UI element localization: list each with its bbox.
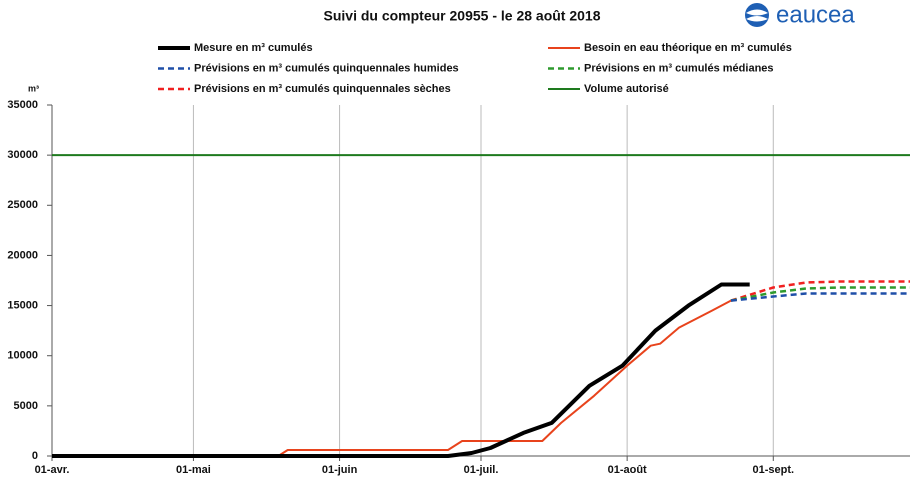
x-tick-label: 01-juil. [464, 464, 499, 476]
legend-label: Prévisions en m³ cumulés quinquennales h… [194, 62, 459, 74]
x-tick-label: 01-avr. [35, 464, 70, 476]
legend-label: Mesure en m³ cumulés [194, 42, 313, 54]
legend-label: Volume autorisé [584, 83, 669, 95]
logo: eaucea [745, 1, 855, 28]
y-axis-unit: m³ [28, 83, 39, 93]
y-tick-label: 0 [32, 450, 38, 462]
y-tick-label: 15000 [7, 299, 38, 311]
y-tick-label: 35000 [7, 99, 38, 111]
y-tick-label: 5000 [14, 400, 38, 412]
chart-title: Suivi du compteur 20955 - le 28 août 201… [324, 8, 601, 24]
y-tick-label: 30000 [7, 149, 38, 161]
series-line [52, 282, 750, 458]
logo-text: eaucea [776, 1, 855, 28]
series-line [730, 286, 910, 302]
legend-label: Besoin en eau théorique en m³ cumulés [584, 42, 792, 54]
series-line [52, 299, 732, 457]
logo-wave [746, 9, 768, 22]
x-tick-label: 01-sept. [752, 464, 794, 476]
y-tick-label: 25000 [7, 199, 38, 211]
x-tick-label: 01-juin [322, 464, 358, 476]
legend-label: Prévisions en m³ cumulés quinquennales s… [194, 83, 451, 95]
series-line [730, 280, 910, 302]
legend-label: Prévisions en m³ cumulés médianes [584, 62, 774, 74]
series-line [730, 292, 910, 302]
y-tick-label: 10000 [7, 350, 38, 362]
x-tick-label: 01-août [608, 464, 647, 476]
y-tick-label: 20000 [7, 249, 38, 261]
x-tick-label: 01-mai [176, 464, 211, 476]
